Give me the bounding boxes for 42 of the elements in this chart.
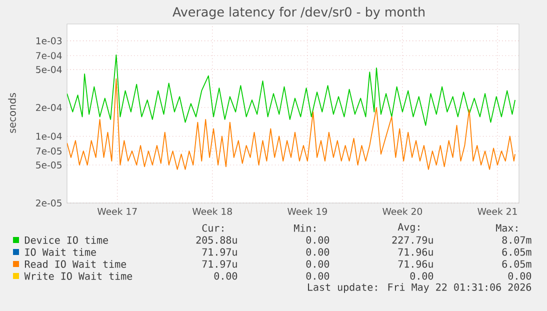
text: Last update: Fri May 22 01:31:06 2026 — [308, 283, 532, 293]
y-tick-label: 5e-04 — [36, 66, 62, 74]
text: Cur: — [202, 224, 224, 232]
text: 0.00 — [306, 260, 330, 268]
text: 71.96u — [398, 248, 433, 256]
y-tick-label: 1e-03 — [36, 37, 62, 44]
y-tick-label: 1e-04 — [36, 132, 62, 140]
text: 6.05m — [502, 260, 532, 268]
chart-title: Average latency for /dev/sr0 - by month — [172, 6, 424, 20]
text: 0.00 — [508, 272, 532, 280]
text: 71.97u — [202, 260, 237, 268]
text: 71.97u — [202, 248, 237, 256]
line-series — [67, 78, 516, 170]
y-tick-label: 7e-05 — [36, 148, 62, 155]
text: 8.07m — [502, 236, 532, 244]
legend-label: IO Wait time — [25, 248, 96, 256]
text: 0.00 — [306, 272, 330, 280]
text: 205.88u — [196, 236, 237, 244]
x-tick-label: Week 21 — [478, 208, 517, 215]
x-tick-label: Week 19 — [288, 208, 327, 215]
y-tick-label: 2e-05 — [36, 199, 62, 207]
x-tick-label: Week 17 — [97, 208, 137, 215]
y-tick-label: 2e-04 — [36, 104, 62, 112]
text: 0.00 — [306, 248, 330, 256]
text: Min: — [294, 224, 316, 232]
text: 0.00 — [214, 272, 238, 280]
y-tick-label: 7e-04 — [36, 52, 62, 60]
text: Avg: — [398, 223, 420, 233]
legend-label: Device IO time — [24, 236, 108, 244]
text: 6.05m — [502, 248, 532, 256]
text: 71.96u — [398, 260, 433, 268]
x-tick-label: Week 20 — [382, 208, 422, 215]
legend-label: Read IO Wait time — [24, 260, 126, 268]
legend-label: Write IO Wait time — [24, 272, 132, 280]
text: Max: — [496, 224, 518, 232]
text: 0.00 — [410, 272, 434, 280]
y-tick-label: 5e-05 — [36, 161, 62, 169]
line-series — [67, 54, 516, 126]
x-tick-label: Week 18 — [192, 208, 232, 215]
y-axis-title: seconds — [8, 93, 16, 133]
text: 0.00 — [306, 236, 330, 244]
text: 227.79u — [392, 236, 433, 244]
